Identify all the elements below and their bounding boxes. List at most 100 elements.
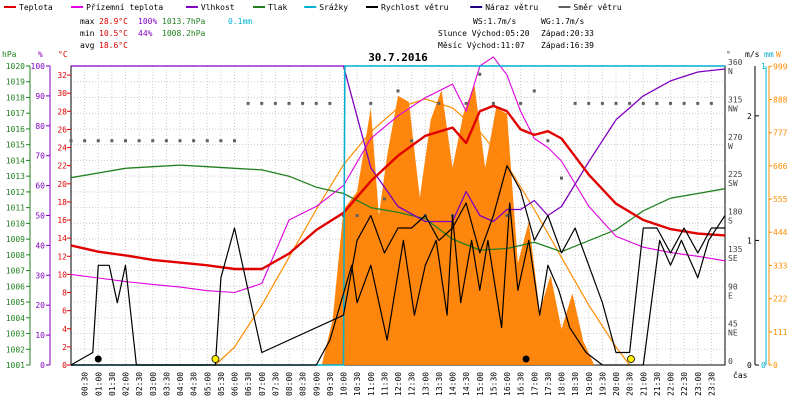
tick-label-x: 13:30: [435, 372, 444, 396]
tick-label-temp: 10: [57, 270, 67, 279]
direction-point: [628, 101, 632, 105]
tick-label-dir: SE: [728, 254, 738, 263]
tick-label-dir: SW: [728, 179, 738, 188]
tick-label-temp: 22: [57, 162, 67, 171]
tick-label-w: 111: [773, 328, 788, 337]
direction-point: [532, 89, 536, 93]
direction-point: [641, 101, 645, 105]
direction-point: [260, 101, 264, 105]
stats-temp: 18.6°C: [99, 41, 128, 50]
tick-label-x: 01:00: [94, 372, 103, 396]
direction-point: [505, 214, 509, 217]
tick-label-x: 15:00: [476, 372, 485, 396]
tick-label-pct: 10: [35, 331, 45, 340]
tick-label-x: 07:30: [271, 372, 280, 396]
tick-label-x: 16:00: [503, 372, 512, 396]
direction-point: [614, 101, 618, 105]
stats-press: 1013.7hPa: [162, 17, 206, 26]
tick-label-w: 444: [773, 228, 788, 237]
tick-label-x: 15:30: [489, 372, 498, 396]
direction-point: [273, 101, 277, 105]
tick-label-x: 10:00: [340, 372, 349, 396]
series-wind: [70, 202, 726, 366]
tick-label-x: 03:30: [162, 372, 171, 396]
tick-label-x: 04:00: [176, 372, 185, 396]
tick-label-x: 06:30: [244, 372, 253, 396]
tick-label-x: 04:30: [190, 372, 199, 396]
direction-point: [178, 139, 182, 143]
legend-label: Směr větru: [574, 3, 622, 12]
tick-label-dir: NE: [728, 329, 738, 338]
tick-label-hpa: 1002: [6, 345, 25, 354]
tick-label-x: 21:30: [653, 372, 662, 396]
tick-label-x: 12:30: [408, 372, 417, 396]
direction-point: [410, 139, 414, 143]
direction-point: [519, 101, 523, 105]
stats-label: min: [80, 29, 95, 38]
tick-label-mm: 1: [761, 62, 766, 71]
tick-label-hpa: 1007: [6, 267, 25, 276]
tick-label-deg: 180: [728, 208, 743, 217]
tick-label-dir: W: [728, 142, 733, 151]
axes-layer: 1001100210031004100510061007100810091010…: [2, 50, 788, 396]
tick-label-temp: 6: [62, 307, 67, 316]
tick-label-x: 09:00: [312, 372, 321, 396]
tick-label-x: 17:00: [530, 372, 539, 396]
tick-label-temp: 0: [62, 361, 67, 370]
tick-label-temp: 8: [62, 289, 67, 298]
tick-label-deg: 135: [728, 245, 743, 254]
info-sun-set: Západ:20:33: [541, 29, 594, 38]
series-pressure: [70, 164, 726, 253]
tick-label-temp: 20: [57, 180, 67, 189]
tick-label-w: 555: [773, 195, 788, 204]
tick-label-x: 12:00: [394, 372, 403, 396]
axis-unit-mm: mm: [764, 50, 774, 59]
tick-label-pct: 30: [35, 271, 45, 280]
direction-point: [233, 139, 236, 143]
tick-label-pct: 70: [35, 152, 45, 161]
direction-point: [587, 101, 591, 105]
direction-point: [287, 101, 291, 105]
tick-label-hpa: 1020: [6, 62, 25, 71]
moon-marker: [94, 355, 102, 363]
tick-label-x: 18:00: [558, 372, 567, 396]
tick-label-dir: N: [728, 67, 733, 76]
tick-label-hpa: 1013: [6, 172, 25, 181]
axis-label-x: čas: [733, 370, 748, 380]
tick-label-pct: 90: [35, 92, 45, 101]
legend: Teplota Přízemní teplota Vlhkost Tlak Srážky…: [4, 3, 622, 12]
tick-label-dir: S: [728, 217, 733, 226]
tick-label-deg: 270: [728, 133, 743, 142]
tick-label-temp: 14: [57, 234, 67, 243]
chart-title: 30.7.2016: [368, 51, 428, 64]
tick-label-pct: 0: [40, 361, 45, 370]
axis-unit-deg: °: [726, 50, 731, 59]
direction-point: [110, 139, 114, 143]
tick-label-hpa: 1019: [6, 78, 25, 87]
direction-point: [369, 101, 373, 105]
series-ground-temp: [70, 56, 726, 294]
tick-label-pct: 50: [35, 212, 45, 221]
tick-label-x: 07:00: [258, 372, 267, 396]
tick-label-ms: 1: [747, 236, 752, 245]
direction-point: [151, 139, 155, 143]
direction-point: [437, 101, 441, 105]
tick-label-ms: 2: [747, 112, 752, 121]
axis-unit-hpa: hPa: [2, 50, 17, 59]
tick-label-hpa: 1005: [6, 298, 25, 307]
axis-unit-w: W: [776, 50, 781, 59]
tick-label-pct: 20: [35, 301, 45, 310]
tick-label-x: 19:00: [585, 372, 594, 396]
tick-label-x: 11:00: [367, 372, 376, 396]
tick-label-x: 20:30: [626, 372, 635, 396]
direction-point: [491, 101, 495, 105]
tick-label-w: 777: [773, 129, 788, 138]
tick-label-dir: NW: [728, 104, 738, 113]
tick-label-pct: 40: [35, 241, 45, 250]
sun-marker: [627, 355, 635, 363]
tick-label-x: 22:00: [667, 372, 676, 396]
tick-label-hpa: 1009: [6, 235, 25, 244]
direction-point: [478, 72, 482, 76]
tick-label-w: 666: [773, 162, 788, 171]
